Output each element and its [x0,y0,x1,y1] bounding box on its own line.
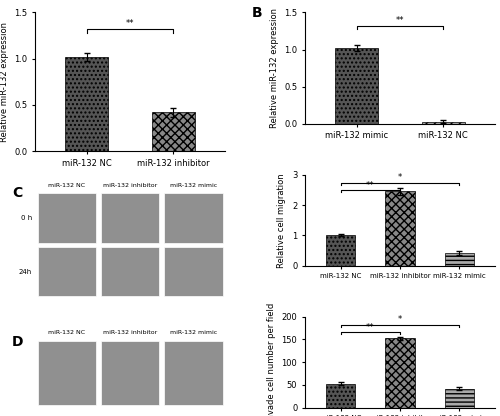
Text: miR-132 inhibitor: miR-132 inhibitor [103,330,157,335]
Y-axis label: Relative cell migration: Relative cell migration [278,173,286,267]
Bar [38,247,96,296]
Text: miR-132 NC: miR-132 NC [48,183,85,188]
Bar [38,341,96,405]
Bar [164,193,222,243]
Text: **: ** [396,16,404,25]
Text: **: ** [366,181,374,190]
Bar [65,57,108,151]
Bar [326,235,356,266]
Text: 0 h: 0 h [20,215,32,221]
Bar [385,339,415,408]
Bar [38,193,96,243]
Bar [444,253,474,266]
Text: miR-132 NC: miR-132 NC [48,330,85,335]
Bar [444,389,474,408]
Bar [101,247,159,296]
Text: **: ** [366,323,374,332]
Bar [326,384,356,408]
Bar [101,341,159,405]
Text: *: * [398,315,402,324]
Bar [385,191,415,266]
Y-axis label: Relative miR-132 expression: Relative miR-132 expression [0,22,8,142]
Text: C: C [12,186,22,200]
Bar [164,341,222,405]
Text: miR-132 mimic: miR-132 mimic [170,330,217,335]
Bar [164,247,222,296]
Bar [152,112,195,151]
Y-axis label: Relative miR-132 expression: Relative miR-132 expression [270,8,278,128]
Bar [335,48,378,124]
Text: *: * [398,173,402,182]
Bar [422,121,465,124]
Text: **: ** [126,20,134,28]
Text: 24h: 24h [18,269,32,275]
Text: miR-132 inhibitor: miR-132 inhibitor [103,183,157,188]
Text: D: D [12,335,24,349]
Text: miR-132 mimic: miR-132 mimic [170,183,217,188]
Bar [101,193,159,243]
Text: B: B [252,6,262,20]
Y-axis label: Invade cell number per field: Invade cell number per field [267,302,276,416]
